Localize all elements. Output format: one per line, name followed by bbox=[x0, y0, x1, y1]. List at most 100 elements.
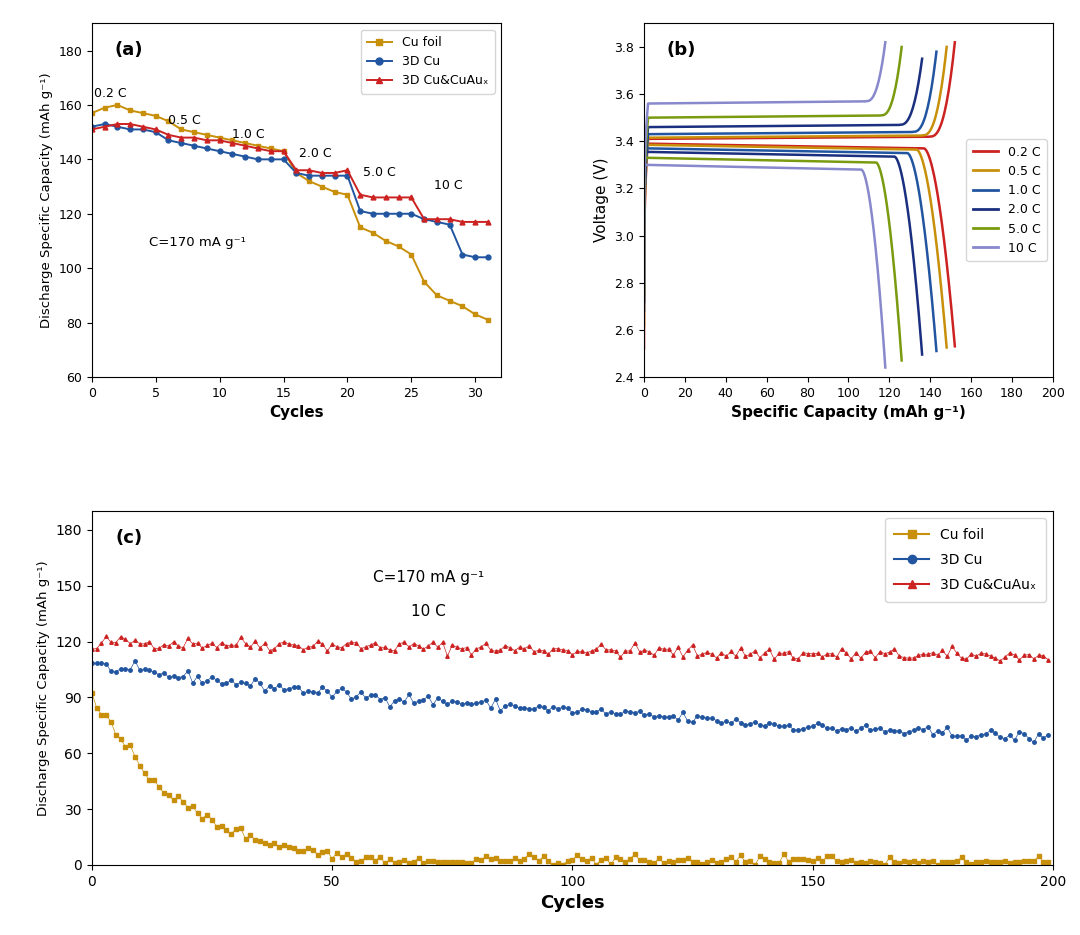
Legend: Cu foil, 3D Cu, 3D Cu&CuAuₓ: Cu foil, 3D Cu, 3D Cu&CuAuₓ bbox=[885, 518, 1047, 602]
3D Cu bbox=[278, 153, 291, 165]
3D Cu&CuAuₓ bbox=[226, 137, 239, 149]
Cu foil bbox=[469, 309, 482, 320]
Line: 3D Cu&CuAuₓ: 3D Cu&CuAuₓ bbox=[90, 635, 1050, 663]
Cu foil bbox=[265, 143, 278, 154]
3D Cu bbox=[469, 252, 482, 263]
3D Cu bbox=[111, 122, 124, 133]
Cu foil bbox=[175, 123, 188, 135]
3D Cu&CuAuₓ bbox=[456, 216, 469, 227]
3D Cu bbox=[162, 135, 175, 146]
3D Cu bbox=[964, 730, 977, 741]
Y-axis label: Discharge Specific Capacity (mAh g⁻¹): Discharge Specific Capacity (mAh g⁻¹) bbox=[40, 72, 53, 328]
Cu foil bbox=[431, 290, 444, 301]
3D Cu&CuAuₓ bbox=[175, 132, 188, 143]
3D Cu&CuAuₓ bbox=[239, 140, 252, 151]
3D Cu&CuAuₓ bbox=[302, 165, 315, 176]
3D Cu bbox=[354, 206, 367, 217]
3D Cu&CuAuₓ bbox=[149, 123, 162, 135]
Text: 5.0 C: 5.0 C bbox=[363, 165, 395, 179]
Text: (b): (b) bbox=[666, 41, 696, 59]
3D Cu&CuAuₓ bbox=[405, 192, 418, 203]
3D Cu&CuAuₓ bbox=[148, 643, 161, 654]
Cu foil bbox=[149, 110, 162, 122]
Y-axis label: Voltage (V): Voltage (V) bbox=[594, 158, 609, 242]
3D Cu&CuAuₓ bbox=[418, 213, 431, 224]
3D Cu bbox=[124, 123, 137, 135]
3D Cu&CuAuₓ bbox=[85, 123, 98, 135]
3D Cu&CuAuₓ bbox=[392, 192, 405, 203]
Cu foil bbox=[366, 227, 379, 238]
Cu foil bbox=[443, 295, 456, 307]
Cu foil bbox=[289, 167, 302, 179]
3D Cu&CuAuₓ bbox=[994, 655, 1007, 667]
3D Cu bbox=[998, 733, 1011, 744]
3D Cu&CuAuₓ bbox=[162, 129, 175, 140]
Text: 1.0 C: 1.0 C bbox=[232, 127, 265, 140]
Cu foil bbox=[188, 126, 201, 137]
Line: Cu foil: Cu foil bbox=[90, 691, 1050, 867]
Cu foil bbox=[379, 236, 392, 247]
Text: C=170 mA g⁻¹: C=170 mA g⁻¹ bbox=[373, 570, 484, 585]
3D Cu bbox=[418, 213, 431, 224]
3D Cu bbox=[443, 219, 456, 230]
Text: C=170 mA g⁻¹: C=170 mA g⁻¹ bbox=[149, 237, 246, 250]
Legend: Cu foil, 3D Cu, 3D Cu&CuAuₓ: Cu foil, 3D Cu, 3D Cu&CuAuₓ bbox=[361, 30, 495, 94]
Text: 10 C: 10 C bbox=[434, 180, 463, 193]
3D Cu&CuAuₓ bbox=[99, 631, 112, 642]
Cu foil bbox=[340, 848, 353, 859]
Cu foil bbox=[328, 186, 341, 197]
3D Cu&CuAuₓ bbox=[136, 122, 149, 133]
3D Cu&CuAuₓ bbox=[345, 637, 357, 648]
3D Cu bbox=[379, 209, 392, 220]
3D Cu bbox=[328, 170, 341, 181]
3D Cu&CuAuₓ bbox=[201, 135, 214, 146]
Cu foil bbox=[143, 774, 156, 785]
3D Cu bbox=[1027, 737, 1040, 748]
3D Cu bbox=[201, 143, 214, 154]
3D Cu bbox=[124, 664, 137, 675]
3D Cu bbox=[341, 170, 354, 181]
Text: (c): (c) bbox=[116, 529, 143, 547]
Cu foil bbox=[354, 222, 367, 233]
3D Cu bbox=[268, 683, 281, 694]
Cu foil bbox=[546, 859, 559, 870]
3D Cu bbox=[226, 149, 239, 160]
3D Cu&CuAuₓ bbox=[213, 135, 226, 146]
3D Cu bbox=[289, 167, 302, 179]
3D Cu&CuAuₓ bbox=[315, 167, 328, 179]
Cu foil bbox=[264, 839, 276, 850]
3D Cu bbox=[149, 126, 162, 137]
3D Cu bbox=[175, 137, 188, 149]
Text: 0.2 C: 0.2 C bbox=[94, 87, 127, 100]
3D Cu&CuAuₓ bbox=[341, 165, 354, 176]
3D Cu bbox=[188, 140, 201, 151]
3D Cu&CuAuₓ bbox=[85, 643, 98, 654]
Text: 0.5 C: 0.5 C bbox=[168, 114, 201, 127]
3D Cu&CuAuₓ bbox=[289, 165, 302, 176]
Cu foil bbox=[111, 99, 124, 110]
3D Cu bbox=[345, 694, 357, 705]
3D Cu&CuAuₓ bbox=[469, 216, 482, 227]
3D Cu&CuAuₓ bbox=[265, 146, 278, 157]
3D Cu&CuAuₓ bbox=[268, 643, 281, 654]
3D Cu bbox=[85, 122, 98, 133]
Line: Cu foil: Cu foil bbox=[90, 103, 490, 323]
3D Cu bbox=[265, 153, 278, 165]
Cu foil bbox=[964, 858, 977, 870]
Cu foil bbox=[302, 176, 315, 187]
Line: 3D Cu&CuAuₓ: 3D Cu&CuAuₓ bbox=[90, 122, 490, 224]
3D Cu bbox=[85, 657, 98, 669]
Line: 3D Cu: 3D Cu bbox=[90, 122, 490, 260]
3D Cu bbox=[136, 123, 149, 135]
Text: (a): (a) bbox=[114, 41, 143, 59]
X-axis label: Cycles: Cycles bbox=[540, 894, 605, 913]
Cu foil bbox=[418, 276, 431, 287]
Cu foil bbox=[85, 108, 98, 119]
3D Cu&CuAuₓ bbox=[328, 167, 341, 179]
3D Cu bbox=[482, 252, 495, 263]
3D Cu bbox=[239, 151, 252, 163]
Cu foil bbox=[482, 314, 495, 325]
Cu foil bbox=[456, 301, 469, 312]
3D Cu bbox=[315, 170, 328, 181]
3D Cu bbox=[456, 249, 469, 260]
